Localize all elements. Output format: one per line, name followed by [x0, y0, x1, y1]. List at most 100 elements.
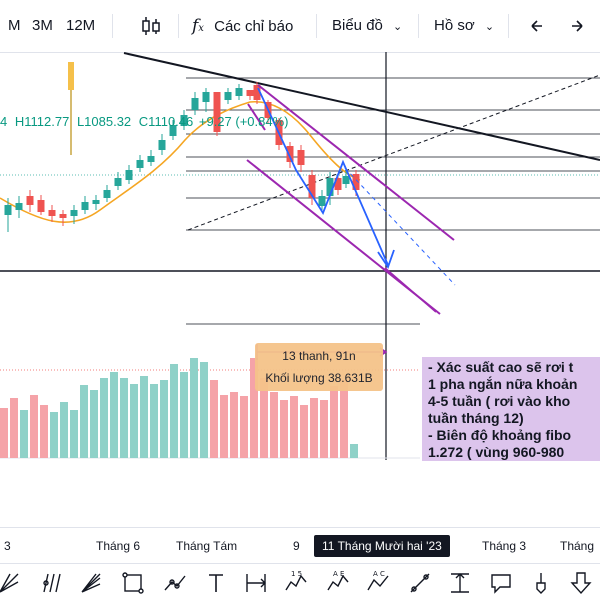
interval-12m-button[interactable]: 12M	[66, 17, 96, 34]
note-line: 1.272 ( vùng 960-980	[428, 444, 565, 460]
volume-bar	[210, 380, 218, 458]
moving-average-line	[0, 100, 361, 223]
note-line: 4-5 tuần ( rơi vào kho	[428, 393, 571, 409]
candle-body	[147, 156, 155, 162]
abcde-pattern-icon[interactable]: A E	[325, 570, 351, 596]
redo-icon[interactable]	[568, 0, 586, 52]
annotation-note[interactable]: - Xác suất cao sẽ rơi t 1 pha ngắn nữa k…	[422, 357, 600, 461]
channel-upper-line	[257, 84, 455, 241]
time-crosshair-label: 11 Tháng Mười hai '23	[314, 535, 450, 557]
time-axis[interactable]: 3 Tháng 6 Tháng Tám 9 11 Tháng Mười hai …	[0, 527, 600, 564]
candle-body	[352, 174, 360, 190]
volume-bar	[190, 358, 198, 458]
volume-bar	[90, 390, 98, 458]
volume-bar	[300, 405, 308, 458]
callout-icon[interactable]	[488, 570, 514, 596]
candle-body	[158, 140, 166, 150]
indicators-button[interactable]: fx Các chỉ báo	[192, 0, 293, 52]
volume-bar	[150, 384, 158, 458]
chevron-down-icon: ⌄	[484, 21, 495, 33]
candle-body	[253, 85, 261, 100]
time-label: Tháng 3	[482, 539, 527, 553]
fx-icon: fx	[192, 16, 204, 36]
candle-body	[4, 205, 12, 215]
note-pointer-line	[384, 267, 437, 313]
date-range-icon[interactable]	[243, 570, 269, 596]
volume-bar	[110, 372, 118, 458]
candle-body	[213, 92, 221, 132]
volume-bar	[170, 364, 178, 458]
chart-type-button[interactable]: Biểu đồ ⌄	[332, 0, 402, 52]
volume-bar	[120, 378, 128, 458]
price-range-icon[interactable]	[447, 570, 473, 596]
volume-bar	[100, 378, 108, 458]
indicators-label: Các chỉ báo	[214, 18, 294, 35]
interval-3m-button[interactable]: 3M	[32, 17, 53, 34]
candle-body	[70, 210, 78, 216]
candle-body	[103, 190, 111, 198]
candle-body	[202, 92, 210, 102]
brush-icon[interactable]	[528, 570, 554, 596]
volume-bar	[290, 396, 298, 458]
dashed-trend-line	[187, 74, 600, 231]
svg-text:A C: A C	[373, 570, 385, 578]
text-icon[interactable]	[203, 570, 229, 596]
volume-bar	[80, 385, 88, 458]
projection-dashed-line	[344, 167, 456, 286]
volume-bar	[40, 405, 48, 458]
interval-m-button[interactable]: M	[8, 17, 21, 34]
ohlc-legend: 4 H1112.77 L1085.32 C1110.46 +9.27 (+0.8…	[0, 114, 289, 129]
ohlc-high: H1112.77	[14, 114, 70, 129]
abc-pattern-icon[interactable]: A C	[365, 570, 391, 596]
elliott-wave-icon[interactable]: 1 5	[283, 570, 309, 596]
candle-body	[15, 203, 23, 210]
note-line: - Biên độ khoảng fibo	[428, 427, 572, 443]
time-label: Tháng	[560, 539, 595, 553]
measure-volume-label: Khối lượng 38.631B	[265, 371, 373, 385]
measure-tooltip: 13 thanh, 91n Khối lượng 38.631B	[255, 343, 383, 391]
volume-bar	[320, 400, 328, 458]
candles-icon[interactable]	[140, 0, 162, 52]
volume-bar	[60, 402, 68, 458]
rectangle-icon[interactable]	[120, 570, 146, 596]
svg-text:A E: A E	[333, 570, 344, 578]
chevron-down-icon: ⌄	[393, 21, 403, 33]
time-label: 3	[4, 539, 11, 553]
candle-body	[235, 88, 243, 96]
time-label: Tháng 6	[96, 539, 141, 553]
candle-body	[224, 92, 232, 100]
toolbar-divider	[178, 14, 179, 38]
toolbar-divider	[418, 14, 419, 38]
profile-label: Hồ sơ	[434, 17, 475, 34]
undo-icon[interactable]	[528, 0, 546, 52]
volume-bar	[330, 386, 338, 458]
volume-bar	[30, 395, 38, 458]
volume-bar	[200, 362, 208, 458]
chart-type-label: Biểu đồ	[332, 17, 383, 34]
fib-fan-icon[interactable]	[0, 570, 22, 596]
channel-mid-line	[247, 103, 266, 131]
trend-line-icon[interactable]	[407, 570, 433, 596]
gann-fan-icon[interactable]	[78, 570, 104, 596]
candle-body	[81, 202, 89, 210]
candle-body	[169, 125, 177, 136]
candle-body	[92, 200, 100, 204]
candle-body	[318, 196, 326, 206]
projection-arrow-path	[257, 87, 389, 266]
path-icon[interactable]	[162, 570, 188, 596]
candle-body	[136, 160, 144, 168]
pitchfork-icon[interactable]	[38, 570, 64, 596]
chart-area[interactable]: 4 H1112.77 L1085.32 C1110.46 +9.27 (+0.8…	[0, 52, 600, 527]
candle-body	[286, 146, 294, 162]
volume-bar	[180, 372, 188, 458]
candle-body	[297, 150, 305, 165]
volume-bar	[50, 412, 58, 458]
volume-bar	[340, 380, 348, 458]
arrow-down-icon[interactable]	[568, 570, 594, 596]
volume-bars-group	[0, 358, 358, 458]
time-label: 9	[293, 539, 300, 553]
profile-button[interactable]: Hồ sơ ⌄	[434, 0, 494, 52]
volume-bar	[130, 384, 138, 458]
volume-bar	[230, 392, 238, 458]
candle-body	[37, 200, 45, 212]
